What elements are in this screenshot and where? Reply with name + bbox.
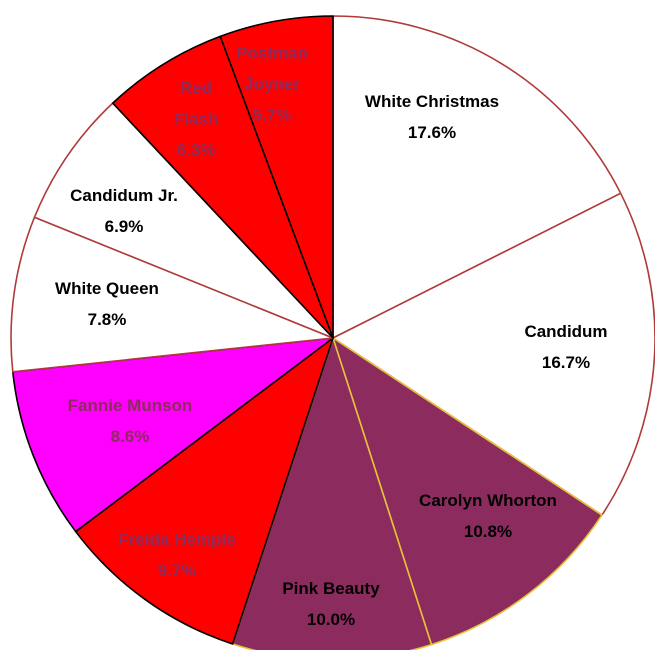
- pie-label-white-christmas: White Christmas 17.6%: [365, 92, 499, 142]
- slice-name-label: Candidum: [524, 322, 607, 341]
- slice-name-label: Red: [180, 78, 212, 97]
- pie-slice-candidum-jr: [33, 102, 334, 339]
- pie-label-freida-hemple: Freida Hemple 9.7%: [118, 530, 235, 580]
- slice-name-label: White Christmas: [365, 92, 499, 111]
- slice-value-label: 6.9%: [105, 217, 144, 236]
- slice-value-label: 10.0%: [307, 610, 355, 629]
- slice-name-label: Candidum Jr.: [70, 186, 178, 205]
- slice-name-label: Fannie Munson: [68, 396, 193, 415]
- pie-slice-red-flash: [111, 35, 334, 339]
- pie-slice-freida-hemple: [74, 337, 334, 645]
- pie-label-postman-joyner: Postman Joyner 5.7%: [236, 43, 308, 124]
- pie-labels: White Christmas 17.6% Candidum 16.7% Carolyn…: [55, 43, 608, 629]
- slice-value-label: 6.3%: [177, 140, 216, 159]
- slice-name-label: Flash: [174, 109, 218, 128]
- slice-value-label: 16.7%: [542, 353, 590, 372]
- pie-label-white-queen: White Queen 7.8%: [55, 279, 159, 329]
- pie-slice-white-queen: [10, 216, 334, 373]
- slice-value-label: 8.6%: [111, 427, 150, 446]
- slice-name-label: Carolyn Whorton: [419, 491, 557, 510]
- slice-value-label: 7.8%: [88, 310, 127, 329]
- slice-value-label: 17.6%: [408, 123, 456, 142]
- pie-label-candidum-jr: Candidum Jr. 6.9%: [70, 186, 178, 236]
- pie-slice-pink-beauty: [231, 337, 433, 650]
- slice-value-label: 9.7%: [158, 561, 197, 580]
- pie-label-pink-beauty: Pink Beauty 10.0%: [282, 579, 380, 629]
- slice-name-label: Joyner: [244, 74, 300, 93]
- slice-name-label: Pink Beauty: [282, 579, 380, 598]
- pie-slice-candidum: [332, 192, 655, 516]
- slice-name-label: Postman: [236, 43, 308, 62]
- slice-value-label: 10.8%: [464, 522, 512, 541]
- slice-name-label: White Queen: [55, 279, 159, 298]
- slice-value-label: 5.7%: [253, 105, 292, 124]
- pie-slice-carolyn-whorton: [332, 337, 603, 646]
- pie-label-candidum: Candidum 16.7%: [524, 322, 607, 372]
- pie-label-red-flash: Red Flash 6.3%: [174, 78, 218, 159]
- pie-slice-postman-joyner: [219, 15, 334, 339]
- pie-slices: [10, 15, 655, 650]
- slice-name-label: Freida Hemple: [118, 530, 235, 549]
- pie-label-carolyn-whorton: Carolyn Whorton 10.8%: [419, 491, 557, 541]
- pie-slice-white-christmas: [332, 15, 622, 339]
- pie-slice-fannie-munson: [11, 337, 334, 533]
- pie-label-fannie-munson: Fannie Munson 8.6%: [68, 396, 193, 446]
